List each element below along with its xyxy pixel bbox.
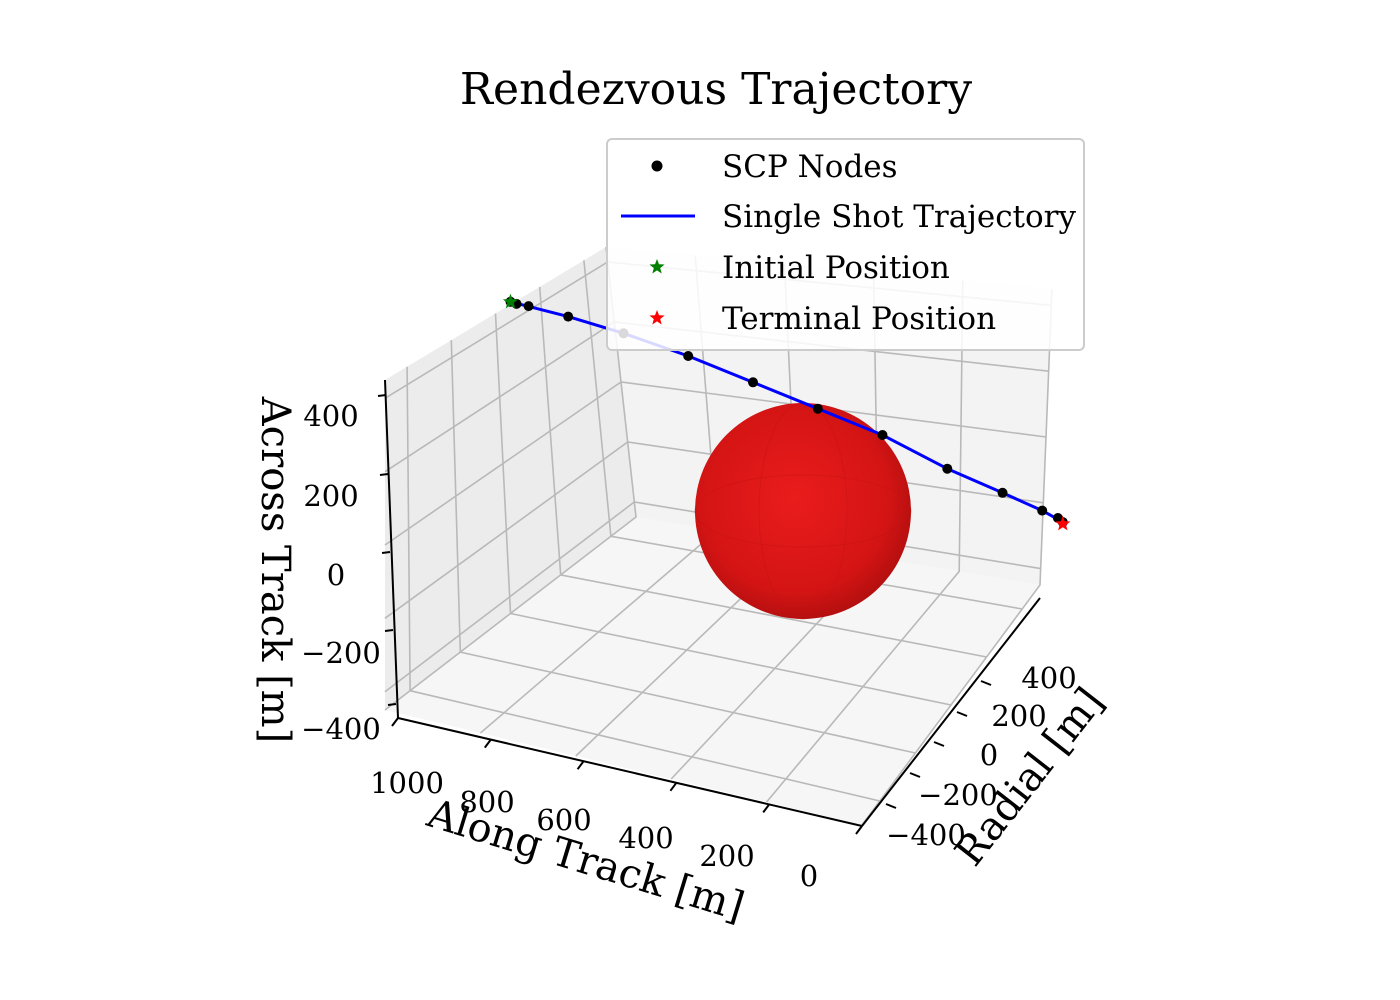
radial-tick-label-1: −200 xyxy=(918,778,998,812)
grid-line-radial-1 xyxy=(450,340,916,754)
across-track-tick-label-4: 400 xyxy=(303,399,358,433)
legend-marker-scp-nodes xyxy=(651,160,663,172)
along-track-tick-2 xyxy=(576,760,585,770)
across-track-tick-0 xyxy=(387,703,397,706)
sphere-body xyxy=(695,403,911,619)
across-track-axis-label: Across Track [m] xyxy=(252,396,298,743)
radial-tick-label-2: 0 xyxy=(980,738,998,772)
radial-tick-0 xyxy=(885,803,897,809)
grid-line-radial-2 xyxy=(494,313,952,706)
legend-marker-initial-position xyxy=(649,259,665,274)
scp-node-point xyxy=(812,403,823,414)
scp-node-point xyxy=(1037,505,1048,516)
radial-axis-line xyxy=(861,597,1041,827)
terminal-position-marker xyxy=(1055,515,1071,531)
legend-label-initial-position: Initial Position xyxy=(722,250,950,286)
across-track-tick-label-0: −400 xyxy=(301,712,381,746)
across-track-tick-2 xyxy=(381,551,391,554)
scp-node-point xyxy=(877,430,888,440)
legend-label-terminal-position: Terminal Position xyxy=(722,301,996,337)
legend-label-scp-nodes: SCP Nodes xyxy=(722,149,898,185)
along-track-tick-5 xyxy=(855,825,863,835)
across-track-axis-line xyxy=(384,379,399,719)
radial-tick-label-4: 400 xyxy=(1021,661,1076,695)
along-track-tick-label-0: 1000 xyxy=(370,766,444,800)
scp-node-point xyxy=(748,377,758,388)
along-track-tick-0 xyxy=(391,717,399,727)
along-track-tick-label-5: 0 xyxy=(800,859,818,893)
along-track-tick-label-4: 200 xyxy=(699,839,754,873)
radial-tick-4 xyxy=(980,680,992,686)
legend-frame xyxy=(606,138,1085,351)
chart-title: Rendezvous Trajectory xyxy=(460,64,972,115)
grid-line-across-2 xyxy=(384,381,1047,546)
across-track-tick-1 xyxy=(384,629,394,632)
across-track-tick-label-3: 200 xyxy=(303,479,358,513)
across-track-tick-4 xyxy=(377,394,387,397)
legend-label-single-shot-trajectory: Single Shot Trajectory xyxy=(722,199,1076,235)
axes: 1000 800 600 400 200 0 −400 −200 0 200 400 −400 −200… xyxy=(301,379,1077,893)
left-pane xyxy=(385,247,636,710)
floor-pane xyxy=(385,517,1040,825)
radial-tick-3 xyxy=(956,711,968,717)
grid-line-across-0 xyxy=(384,501,1041,693)
across-track-tick-label-2: 0 xyxy=(327,558,345,592)
sphere-facet-band xyxy=(694,474,912,548)
scp-node-point xyxy=(942,463,953,474)
along-track-tick-3 xyxy=(669,782,678,792)
along-track-tick-4 xyxy=(762,803,771,814)
data-marks xyxy=(502,293,1071,531)
grid-line-along-5 xyxy=(861,288,1053,826)
grid-line-along-4 xyxy=(765,280,964,803)
scp-node-point xyxy=(997,487,1008,498)
grid-line-radial-0 xyxy=(406,366,880,802)
scp-node-point xyxy=(523,301,534,312)
legend-marker-terminal-position xyxy=(649,310,665,325)
initial-position-marker xyxy=(502,293,519,309)
grid-line-radial-4 xyxy=(583,260,1023,610)
along-track-tick-label-1: 800 xyxy=(459,785,514,819)
along-track-tick-label-2: 600 xyxy=(536,803,591,837)
radial-tick-label-0: −400 xyxy=(886,818,966,852)
scp-node-point xyxy=(683,351,694,361)
radial-tick-label-3: 200 xyxy=(991,699,1046,733)
legend: SCP Nodes Single Shot Trajectory Initial… xyxy=(606,138,1085,351)
along-track-tick-1 xyxy=(483,738,492,749)
radial-tick-1 xyxy=(909,772,921,778)
along-track-tick-label-3: 400 xyxy=(618,821,673,855)
grid-line-radial-3 xyxy=(538,286,987,658)
along-track-axis-line xyxy=(397,717,863,827)
across-track-tick-3 xyxy=(379,473,389,476)
scp-node-point xyxy=(563,311,574,322)
radial-tick-2 xyxy=(933,741,945,747)
across-track-tick-label-1: −200 xyxy=(301,636,381,670)
